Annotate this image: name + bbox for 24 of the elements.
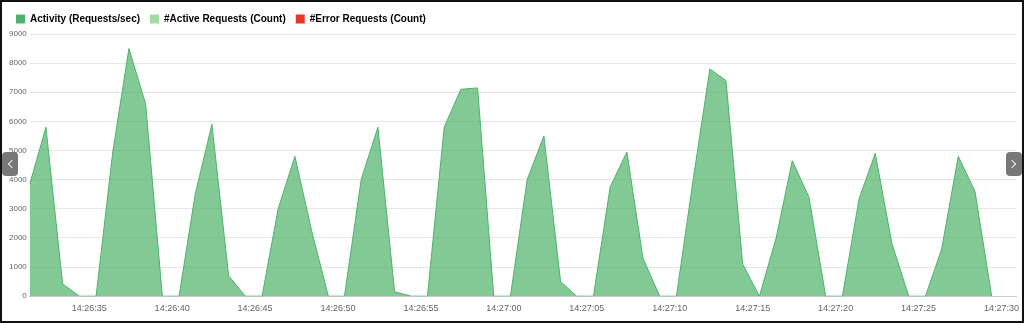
x-tick-label: 14:26:50 [320,303,356,314]
x-tick-label: 14:27:15 [735,303,771,314]
x-tick-label: 14:26:55 [403,303,439,314]
x-tick-label: 14:27:00 [486,303,522,314]
y-tick-label: 6000 [9,116,28,126]
x-tick-label: 14:26:45 [237,303,273,314]
y-tick-label: 2000 [9,233,28,243]
y-tick-label: 0 [22,291,28,301]
x-tick-label: 14:27:10 [652,303,688,314]
x-tick-label: 14:26:35 [71,303,107,314]
legend-label: #Active Requests (Count) [164,12,286,24]
y-tick-label: 4000 [9,174,28,184]
x-tick-label: 14:27:05 [569,303,605,314]
legend-label: Activity (Requests/sec) [30,12,141,24]
y-tick-label: 8000 [9,58,28,68]
y-tick-label: 9000 [9,29,28,39]
x-tick-label: 14:26:40 [154,303,190,314]
x-tick-label: 14:27:20 [818,303,854,314]
y-tick-label: 3000 [9,204,28,213]
y-tick-label: 1000 [9,262,28,272]
y-tick-label: 7000 [9,87,28,97]
legend-label: #Error Requests (Count) [309,12,426,24]
x-tick-label: 14:27:25 [900,303,937,314]
x-tick-label: 14:27:30 [983,303,1019,314]
